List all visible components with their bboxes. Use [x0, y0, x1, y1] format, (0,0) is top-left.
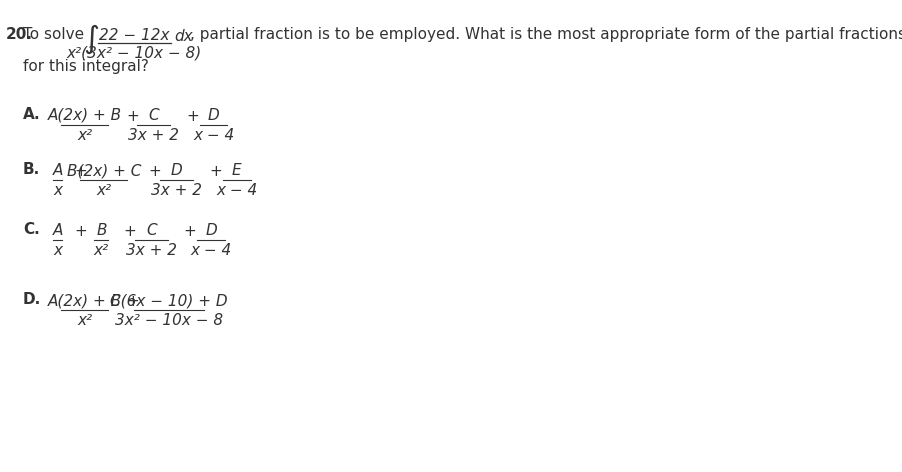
Text: dx: dx	[174, 29, 193, 44]
Text: A.: A.	[23, 107, 41, 122]
Text: x − 4: x − 4	[193, 128, 235, 143]
Text: 3x + 2: 3x + 2	[128, 128, 179, 143]
Text: 3x + 2: 3x + 2	[152, 183, 202, 198]
Text: x²: x²	[77, 313, 92, 328]
Text: D: D	[170, 163, 182, 178]
Text: A(2x) + B: A(2x) + B	[48, 108, 122, 123]
Text: D: D	[207, 108, 219, 123]
Text: +: +	[127, 294, 140, 309]
Text: C(6x − 10) + D: C(6x − 10) + D	[110, 293, 228, 308]
Text: 22 − 12x: 22 − 12x	[99, 28, 170, 43]
Text: x²: x²	[94, 243, 109, 258]
Text: C: C	[146, 223, 157, 238]
Text: for this integral?: for this integral?	[23, 59, 149, 74]
Text: B: B	[97, 223, 106, 238]
Text: x: x	[53, 183, 62, 198]
Text: E: E	[232, 163, 242, 178]
Text: +: +	[75, 224, 87, 239]
Text: A(2x) + B: A(2x) + B	[48, 293, 122, 308]
Text: +: +	[123, 224, 135, 239]
Text: A: A	[52, 223, 63, 238]
Text: ∫: ∫	[83, 25, 99, 54]
Text: D: D	[206, 223, 217, 238]
Text: +: +	[209, 164, 222, 179]
Text: +: +	[184, 224, 197, 239]
Text: D.: D.	[23, 292, 41, 307]
Text: B.: B.	[23, 162, 41, 177]
Text: +: +	[186, 109, 198, 124]
Text: x − 4: x − 4	[190, 243, 232, 258]
Text: x²(3x² − 10x − 8): x²(3x² − 10x − 8)	[67, 45, 202, 60]
Text: C.: C.	[23, 222, 40, 237]
Text: B(2x) + C: B(2x) + C	[67, 163, 141, 178]
Text: A: A	[52, 163, 63, 178]
Text: +: +	[148, 164, 161, 179]
Text: C: C	[148, 108, 159, 123]
Text: 20.: 20.	[6, 27, 33, 42]
Text: +: +	[127, 109, 140, 124]
Text: To solve: To solve	[23, 27, 84, 42]
Text: , partial fraction is to be employed. What is the most appropriate form of the p: , partial fraction is to be employed. Wh…	[190, 27, 902, 42]
Text: x: x	[53, 243, 62, 258]
Text: x − 4: x − 4	[216, 183, 257, 198]
Text: +: +	[75, 164, 87, 179]
Text: x²: x²	[97, 183, 111, 198]
Text: x²: x²	[77, 128, 92, 143]
Text: 3x² − 10x − 8: 3x² − 10x − 8	[115, 313, 223, 328]
Text: 3x + 2: 3x + 2	[125, 243, 177, 258]
